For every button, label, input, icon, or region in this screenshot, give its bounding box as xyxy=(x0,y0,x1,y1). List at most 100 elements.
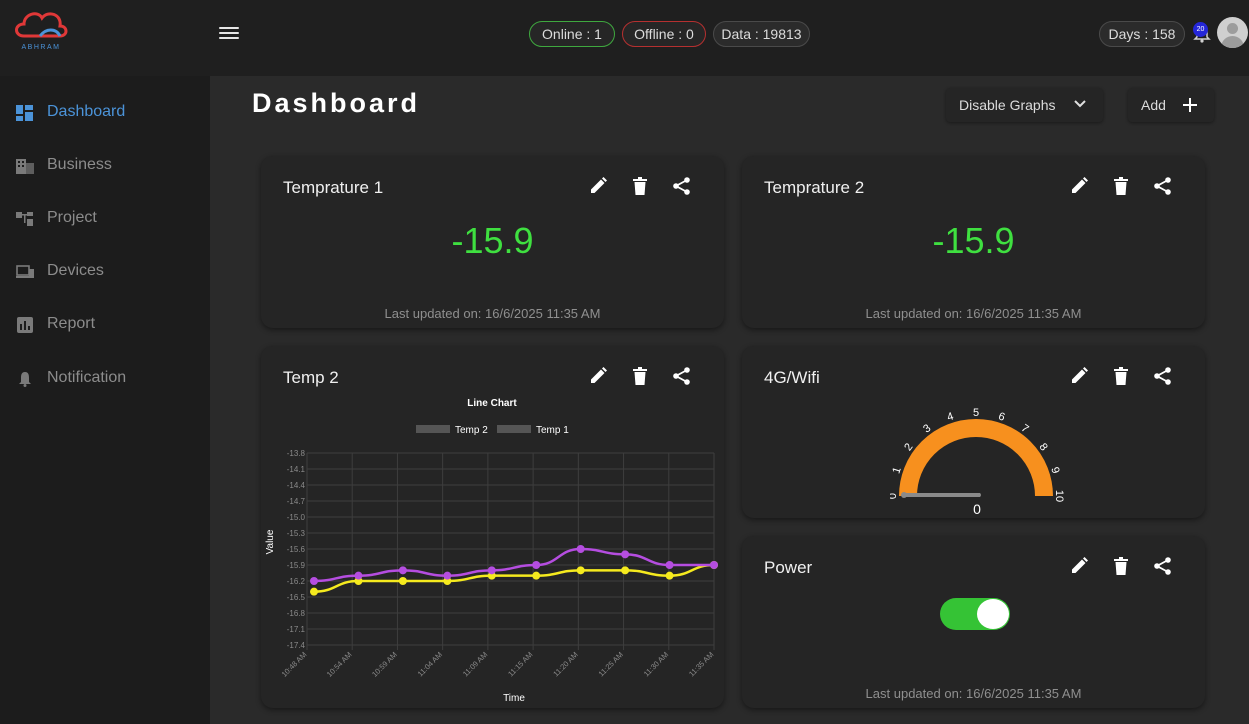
online-status-badge: Online : 1 xyxy=(529,21,615,47)
avatar[interactable] xyxy=(1217,17,1248,48)
delete-icon[interactable] xyxy=(1111,366,1131,386)
temperature-1-card: Temprature 1 -15.9 Last updated on: 16/6… xyxy=(261,156,724,328)
share-icon[interactable] xyxy=(1153,556,1173,576)
notification-count-badge: 20 xyxy=(1193,22,1208,37)
data-point xyxy=(665,571,674,580)
data-point xyxy=(621,550,630,559)
sidebar: Dashboard Business Project Devices Repor… xyxy=(0,76,210,724)
power-toggle[interactable] xyxy=(940,598,1010,630)
data-point xyxy=(532,571,541,580)
x-tick-label: 11:35 AM xyxy=(687,650,715,678)
gauge-tick-label: 4 xyxy=(946,410,956,423)
y-tick-label: -14.7 xyxy=(287,497,306,506)
edit-icon[interactable] xyxy=(588,176,608,196)
sidebar-item-label: Devices xyxy=(47,262,104,279)
gauge-needle xyxy=(904,493,981,497)
data-point xyxy=(398,577,407,585)
chart-series xyxy=(310,545,718,596)
x-tick-label: 10:59 AM xyxy=(370,650,399,679)
days-count-badge: Days : 158 xyxy=(1099,21,1185,47)
y-tick-label: -16.2 xyxy=(287,577,306,586)
logo-text: ABHRAM xyxy=(22,44,61,51)
top-bar: ABHRAM Online : 1 Offline : 0 Data : 198… xyxy=(0,0,1249,76)
card-title: Temp 2 xyxy=(283,368,339,387)
x-tick-label: 11:09 AM xyxy=(461,650,489,678)
share-icon[interactable] xyxy=(672,176,692,196)
data-point xyxy=(576,545,585,553)
y-axis-ticks: -13.8 -14.1 -14.4 -14.7 -15.0 -15.3 -15.6 -15.9… xyxy=(287,449,306,650)
x-tick-label: 11:15 AM xyxy=(506,650,534,678)
sidebar-item-label: Project xyxy=(47,209,97,226)
signal-gauge: 012345678910 0 xyxy=(890,407,1065,516)
data-point xyxy=(443,571,452,580)
plus-icon xyxy=(1183,98,1197,112)
share-icon[interactable] xyxy=(1153,176,1173,196)
sidebar-item-project[interactable]: Project xyxy=(0,201,210,237)
data-point xyxy=(487,566,496,575)
series-line xyxy=(313,563,715,593)
y-tick-label: -15.3 xyxy=(287,529,306,538)
share-icon[interactable] xyxy=(1153,366,1173,386)
last-updated-text: Last updated on: 16/6/2025 11:35 AM xyxy=(865,306,1082,321)
y-tick-label: -16.8 xyxy=(287,609,306,618)
sidebar-item-label: Business xyxy=(47,156,112,173)
gauge-tick-label: 1 xyxy=(890,466,903,476)
gauge-arc xyxy=(899,419,1053,497)
sidebar-item-report[interactable]: Report xyxy=(0,307,210,343)
y-tick-label: -15.9 xyxy=(287,561,306,570)
x-tick-label: 11:20 AM xyxy=(551,650,579,678)
data-point xyxy=(621,566,630,575)
legend-swatch xyxy=(416,425,450,433)
add-button[interactable]: Add xyxy=(1128,88,1214,122)
x-tick-label: 11:04 AM xyxy=(416,650,444,678)
data-point xyxy=(710,561,718,569)
page-title: Dashboard xyxy=(252,88,421,118)
data-point xyxy=(354,571,363,580)
notification-icon xyxy=(19,372,31,387)
y-tick-label: -13.8 xyxy=(287,449,306,458)
temperature-2-card: Temprature 2 -15.9 Last updated on: 16/6… xyxy=(742,156,1205,328)
power-card: Power Last updated on: 16/6/2025 11:35 A… xyxy=(742,536,1205,708)
data-point xyxy=(310,577,318,585)
logo-icon[interactable]: ABHRAM xyxy=(10,6,72,52)
temperature-value: -15.9 xyxy=(451,220,534,261)
sidebar-item-dashboard[interactable]: Dashboard xyxy=(0,95,210,131)
data-point xyxy=(532,561,541,569)
x-axis-label: Time xyxy=(503,693,525,704)
disable-graphs-dropdown[interactable]: Disable Graphs xyxy=(946,88,1103,122)
business-icon xyxy=(16,159,34,174)
delete-icon[interactable] xyxy=(630,366,650,386)
delete-icon[interactable] xyxy=(630,176,650,196)
menu-toggle-icon[interactable] xyxy=(219,24,239,42)
card-title: Temprature 1 xyxy=(283,178,384,197)
x-tick-label: 11:25 AM xyxy=(597,650,625,678)
last-updated-text: Last updated on: 16/6/2025 11:35 AM xyxy=(865,686,1082,701)
line-chart: Line Chart Temp 2 Temp 1 -13.8-14.1-14.4-… xyxy=(265,398,718,704)
toggle-knob xyxy=(977,599,1009,629)
edit-icon[interactable] xyxy=(588,366,608,386)
edit-icon[interactable] xyxy=(1069,366,1089,386)
notification-bell-icon[interactable]: 20 xyxy=(1192,22,1212,44)
y-tick-label: -15.0 xyxy=(287,513,306,522)
wifi-signal-card: 4G/Wifi 012345678910 0 xyxy=(742,346,1205,518)
y-axis-label: Value xyxy=(265,529,276,554)
edit-icon[interactable] xyxy=(1069,176,1089,196)
disable-graphs-label: Disable Graphs xyxy=(959,97,1056,113)
sidebar-item-notification[interactable]: Notification xyxy=(0,361,210,397)
y-tick-label: -15.6 xyxy=(287,545,306,554)
data-point xyxy=(665,561,674,569)
delete-icon[interactable] xyxy=(1111,556,1131,576)
y-tick-label: -14.1 xyxy=(287,465,306,474)
gauge-tick-label: 0 xyxy=(890,493,899,499)
sidebar-item-devices[interactable]: Devices xyxy=(0,254,210,290)
gauge-tick-label: 5 xyxy=(973,407,979,419)
share-icon[interactable] xyxy=(672,366,692,386)
delete-icon[interactable] xyxy=(1111,176,1131,196)
legend-label: Temp 1 xyxy=(536,425,569,436)
chart-legend: Temp 2 Temp 1 xyxy=(416,425,569,436)
report-icon xyxy=(17,317,33,333)
last-updated-text: Last updated on: 16/6/2025 11:35 AM xyxy=(384,306,601,321)
card-title: 4G/Wifi xyxy=(764,368,820,387)
sidebar-item-business[interactable]: Business xyxy=(0,148,210,184)
edit-icon[interactable] xyxy=(1069,556,1089,576)
